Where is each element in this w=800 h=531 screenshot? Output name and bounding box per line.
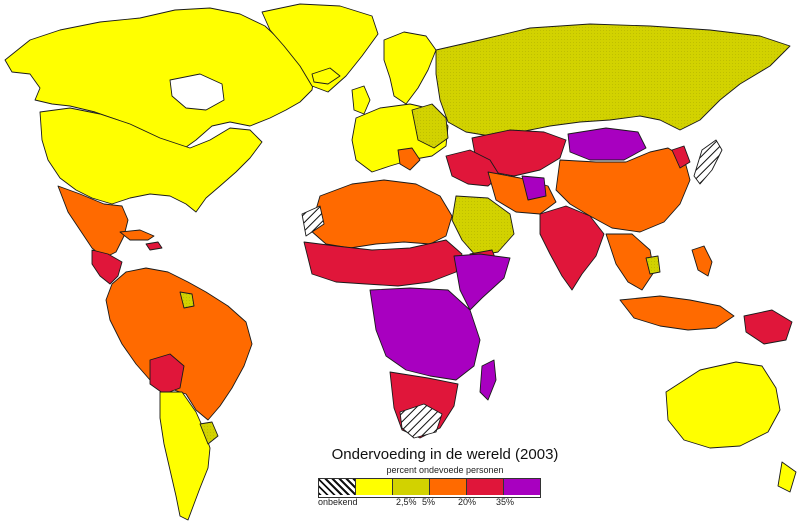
legend-swatch-2-5to5 — [393, 479, 430, 495]
indonesia — [619, 295, 735, 331]
eastern-europe — [411, 103, 449, 149]
africa — [301, 179, 511, 439]
korea — [671, 145, 691, 169]
balkans — [397, 147, 421, 171]
new-guinea — [743, 309, 793, 345]
southern-cone — [159, 391, 211, 521]
afghanistan — [521, 175, 547, 201]
bolivia — [149, 353, 185, 395]
alaska-canada-region — [4, 7, 316, 151]
paraguay-uruguay — [199, 421, 219, 445]
south-america — [105, 267, 253, 521]
europe — [311, 31, 449, 173]
japan — [693, 139, 723, 185]
north-america — [4, 3, 379, 285]
horn-of-africa — [453, 253, 511, 311]
south-america-north — [105, 267, 253, 421]
legend-label-5: 5% — [422, 497, 436, 507]
western-sahara — [301, 205, 325, 237]
china — [555, 147, 691, 233]
asia — [445, 127, 793, 345]
legend-swatch-lt2-5 — [356, 479, 393, 495]
legend-label-20: 20% — [458, 497, 477, 507]
legend-label-35: 35% — [496, 497, 515, 507]
legend-swatch-unknown — [319, 479, 356, 495]
legend-label-2-5: 2,5% — [396, 497, 417, 507]
sahel-west-africa — [303, 239, 463, 287]
arabian-peninsula — [451, 195, 515, 257]
madagascar — [479, 359, 497, 401]
central-america — [91, 249, 123, 285]
russia — [435, 23, 791, 137]
legend-swatch-5to20 — [430, 479, 467, 495]
legend-swatch-gt35 — [504, 479, 540, 495]
hudson-bay — [169, 73, 225, 111]
philippines — [691, 245, 713, 277]
north-africa — [309, 179, 453, 249]
greenland — [261, 3, 379, 93]
russia-region — [435, 23, 791, 137]
guyana-region — [179, 291, 195, 309]
legend-label-unknown: onbekend — [318, 497, 358, 507]
map-title: Ondervoeding in de wereld (2003) — [331, 446, 559, 463]
british-isles — [351, 85, 371, 115]
southeast-asia — [605, 233, 655, 291]
legend-labels: onbekend 2,5% 5% 20% 35% — [0, 497, 800, 509]
legend — [318, 478, 541, 498]
iceland — [311, 67, 341, 85]
mexico — [57, 185, 129, 259]
scandinavia — [383, 31, 437, 105]
cuba-caribbean — [119, 229, 155, 241]
legend-swatch-20to35 — [467, 479, 504, 495]
south-africa — [399, 403, 443, 439]
india — [539, 205, 605, 291]
oceania — [665, 361, 797, 493]
thailand — [645, 255, 661, 275]
central-africa — [369, 287, 481, 381]
mongolia — [567, 127, 647, 161]
haiti — [145, 241, 163, 251]
usa — [39, 107, 263, 213]
map-subtitle: percent ondevoede personen — [386, 465, 504, 475]
new-zealand — [777, 461, 797, 493]
australia — [665, 361, 781, 449]
